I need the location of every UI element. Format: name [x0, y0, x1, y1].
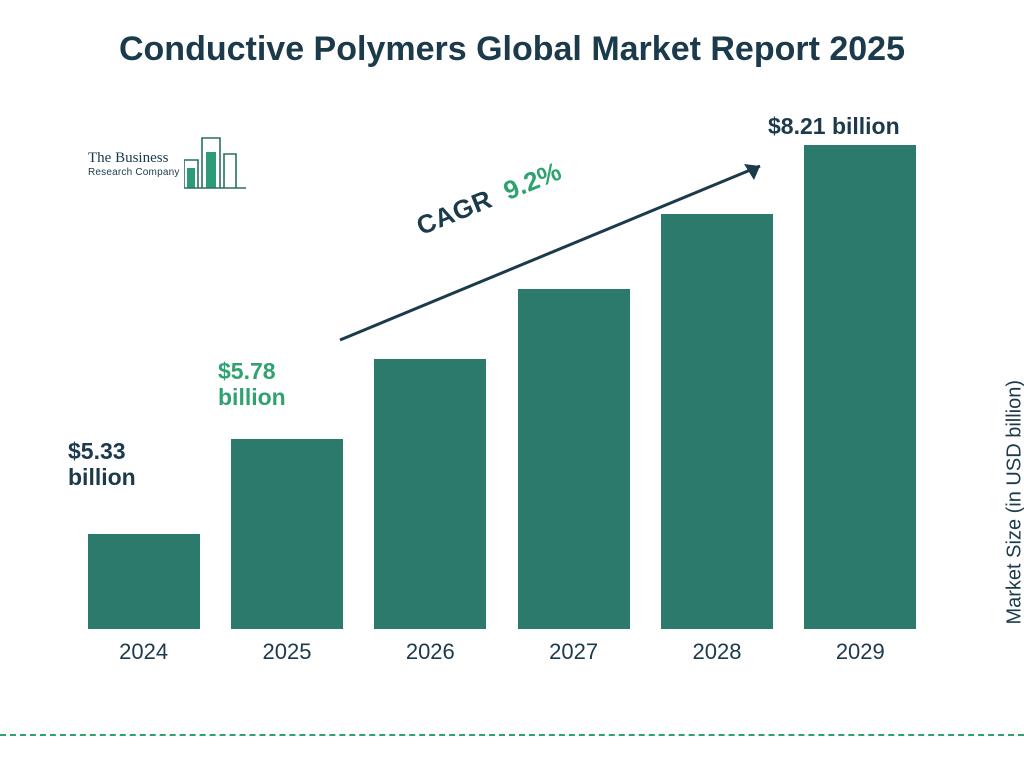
x-tick-label: 2027 [502, 639, 645, 665]
data-label-2025: $5.78billion [218, 358, 286, 411]
bar [374, 359, 486, 629]
x-tick-label: 2026 [359, 639, 502, 665]
bar [88, 534, 200, 629]
x-tick-label: 2028 [645, 639, 788, 665]
bar-slot [359, 359, 502, 629]
bar [804, 145, 916, 629]
x-tick-label: 2024 [72, 639, 215, 665]
x-tick-label: 2029 [789, 639, 932, 665]
bar-slot [789, 145, 932, 629]
bar-slot [72, 534, 215, 629]
x-axis-labels: 202420252026202720282029 [72, 639, 932, 665]
data-label-2024: $5.33billion [68, 438, 136, 491]
data-label-2029: $8.21 billion [768, 113, 900, 139]
y-axis-label: Market Size (in USD billion) [1004, 380, 1024, 625]
bar [231, 439, 343, 629]
chart-title: Conductive Polymers Global Market Report… [0, 28, 1024, 71]
bottom-divider [0, 734, 1024, 736]
x-tick-label: 2025 [215, 639, 358, 665]
bar-slot [215, 439, 358, 629]
